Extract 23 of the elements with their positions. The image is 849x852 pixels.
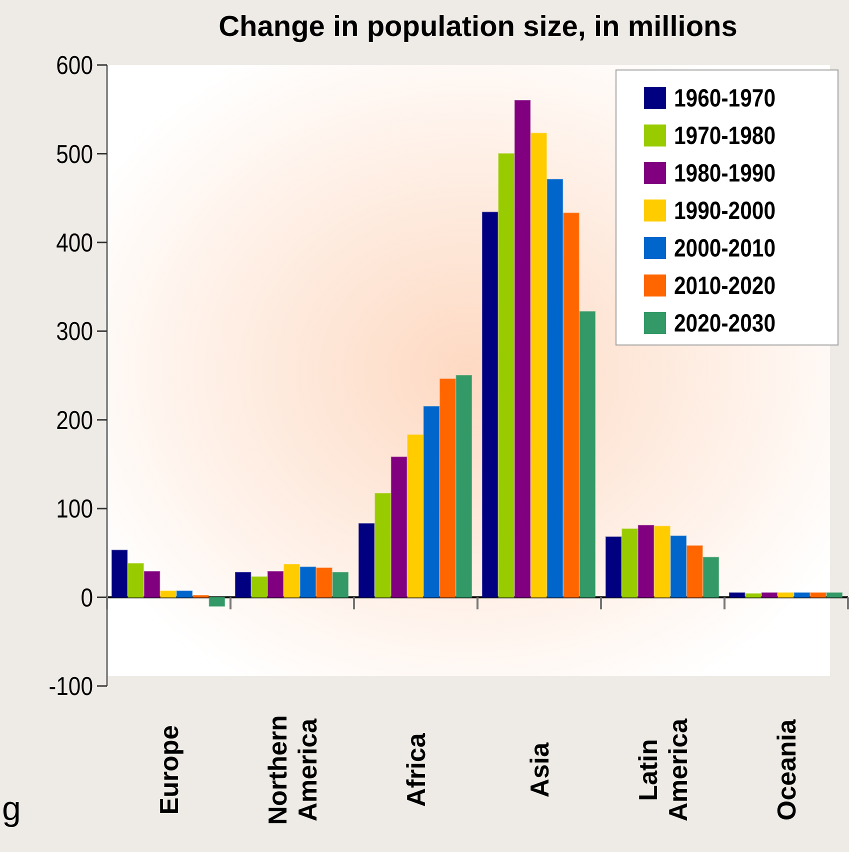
legend-label: 1960-1970 — [674, 84, 776, 112]
y-tick-label: 500 — [56, 140, 93, 170]
y-tick-label: 400 — [56, 228, 93, 258]
text: g — [2, 790, 21, 828]
x-tick-label: Northern America — [262, 715, 322, 825]
x-tick-label: Oceania — [771, 718, 802, 821]
legend-label: 2000-2010 — [674, 234, 776, 262]
x-tick-label: Asia — [524, 742, 554, 798]
legend-label: 2010-2020 — [674, 272, 776, 300]
x-tick-label: Latin America — [632, 718, 693, 822]
y-tick-label: 100 — [56, 495, 93, 524]
y-tick-label: 600 — [56, 51, 93, 81]
y-tick-label: 200 — [56, 406, 93, 436]
legend-label: 1970-1980 — [674, 122, 776, 150]
y-tick-label: -100 — [48, 672, 93, 702]
legend-label: 2020-2030 — [674, 309, 776, 338]
y-tick-label: 300 — [56, 318, 93, 347]
x-tick-label: Africa — [400, 732, 431, 807]
legend-label: 1990-2000 — [674, 196, 776, 225]
y-tick-label: 0 — [80, 584, 93, 613]
legend-label: 1980-1990 — [674, 159, 776, 188]
x-tick-label: Europe — [154, 725, 184, 815]
chart-title: Change in population size, in millions — [218, 11, 738, 43]
